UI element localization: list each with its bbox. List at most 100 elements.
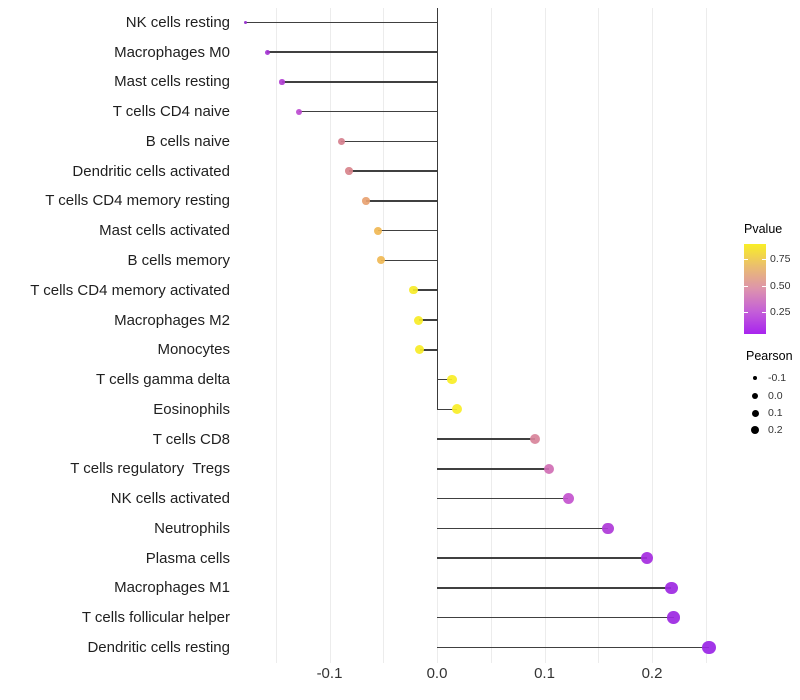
y-axis-label: T cells follicular helper: [81, 609, 230, 627]
lollipop-dot: [562, 493, 574, 505]
lollipop-stem: [437, 616, 674, 619]
pvalue-colorbar: [744, 244, 766, 334]
gridline: [329, 8, 331, 663]
lollipop-stem: [245, 21, 437, 24]
colorbar-tick: [762, 259, 766, 260]
colorbar-tick: [744, 285, 748, 287]
x-tick-label: 0.2: [641, 665, 663, 682]
gridline: [705, 8, 707, 663]
y-axis-label: T cells regulatory Tregs: [70, 460, 230, 478]
lollipop-dot: [345, 167, 353, 175]
lollipop-stem: [437, 408, 458, 411]
y-axis-label: Eosinophils: [153, 400, 230, 418]
lollipop-stem: [381, 259, 437, 262]
pearson-legend-label: 0.0: [768, 390, 783, 402]
lollipop-dot: [543, 463, 555, 475]
colorbar-tick-label: 0.50: [770, 279, 791, 292]
lollipop-dot: [702, 640, 716, 655]
lollipop-stem: [437, 497, 569, 500]
y-axis-label: NK cells resting: [125, 13, 230, 31]
lollipop-stem: [377, 229, 437, 232]
y-axis-label: Dendritic cells resting: [87, 638, 230, 656]
y-axis-label: T cells CD4 naive: [112, 103, 230, 121]
y-axis-label: T cells CD4 memory resting: [45, 192, 230, 210]
pearson-legend-dot: [751, 409, 759, 417]
lollipop-stem: [299, 110, 437, 113]
y-axis-label: T cells CD8: [152, 430, 230, 448]
lollipop-stem: [282, 81, 437, 83]
colorbar-tick: [744, 259, 748, 260]
colorbar-tick-label: 0.75: [770, 253, 791, 265]
y-axis-label: Monocytes: [157, 341, 230, 359]
lollipop-dot: [452, 404, 463, 415]
zero-axis-line: [436, 8, 438, 409]
y-axis-label: T cells gamma delta: [96, 371, 230, 389]
y-axis-label: Plasma cells: [145, 549, 230, 567]
lollipop-stem: [437, 527, 608, 530]
y-axis-label: Neutrophils: [154, 519, 230, 537]
lollipop-stem: [418, 319, 437, 321]
pearson-legend-label: -0.1: [768, 372, 787, 384]
lollipop-stem: [341, 140, 437, 143]
pearson-legend-title: Pearson: [746, 349, 793, 363]
colorbar-tick: [744, 312, 748, 313]
lollipop-dot: [640, 552, 653, 565]
pearson-legend-dot: [751, 426, 759, 434]
y-axis-label: Mast cells activated: [99, 222, 230, 240]
lollipop-dot: [665, 581, 678, 595]
lollipop-dot: [602, 522, 614, 535]
gridline: [275, 8, 277, 663]
x-tick-label: 0.1: [534, 665, 555, 682]
lollipop-stem: [437, 587, 672, 589]
gridline: [652, 8, 653, 663]
gridline: [383, 8, 385, 663]
y-axis-label: NK cells activated: [110, 490, 230, 508]
lollipop-dot: [244, 20, 248, 24]
y-axis-label: B cells memory: [127, 251, 230, 269]
lollipop-stem: [437, 557, 647, 559]
lollipop-dot: [362, 197, 370, 205]
lollipop-dot: [337, 137, 345, 145]
x-tick-label: -0.1: [316, 665, 343, 682]
lollipop-dot: [373, 226, 382, 235]
pearson-legend-label: 0.2: [768, 424, 783, 436]
gridline: [544, 8, 546, 663]
y-axis-label: Macrophages M2: [114, 311, 230, 329]
pearson-legend-dot: [752, 393, 758, 399]
lollipop-dot: [529, 434, 540, 445]
gridline: [598, 8, 600, 663]
lollipop-dot: [264, 49, 270, 55]
lollipop-dot: [409, 285, 418, 295]
y-axis-label: B cells naive: [145, 132, 230, 150]
y-axis-label: T cells CD4 memory activated: [30, 281, 230, 299]
colorbar-tick-label: 0.25: [770, 306, 791, 318]
colorbar-tick: [762, 285, 766, 287]
colorbar-tick: [762, 312, 766, 313]
lollipop-stem: [437, 378, 453, 381]
pearson-legend-label: 0.1: [768, 407, 783, 419]
lollipop-stem: [437, 438, 535, 440]
lollipop-stem: [437, 646, 709, 649]
lollipop-dot: [296, 108, 303, 115]
lollipop-dot: [447, 374, 457, 385]
lollipop-stem: [437, 468, 549, 470]
x-tick-label: 0.0: [426, 665, 448, 682]
y-axis-label: Macrophages M0: [114, 43, 230, 61]
lollipop-dot: [414, 315, 424, 325]
lollipop-dot: [415, 345, 425, 355]
lollipop-dot: [377, 256, 386, 265]
lollipop-stem: [413, 289, 437, 291]
lollipop-stem: [348, 170, 437, 172]
lollipop-dot: [279, 79, 285, 85]
lollipop-stem: [366, 200, 437, 202]
y-axis-label: Mast cells resting: [114, 73, 230, 91]
lollipop-stem: [419, 349, 437, 351]
y-axis-label: Dendritic cells activated: [72, 162, 230, 180]
gridline: [490, 8, 492, 663]
lollipop-stem: [267, 51, 437, 53]
y-axis-label: Macrophages M1: [114, 579, 230, 597]
pearson-legend-dot: [752, 375, 758, 381]
pvalue-legend-title: Pvalue: [744, 222, 783, 236]
lollipop-dot: [667, 611, 680, 624]
